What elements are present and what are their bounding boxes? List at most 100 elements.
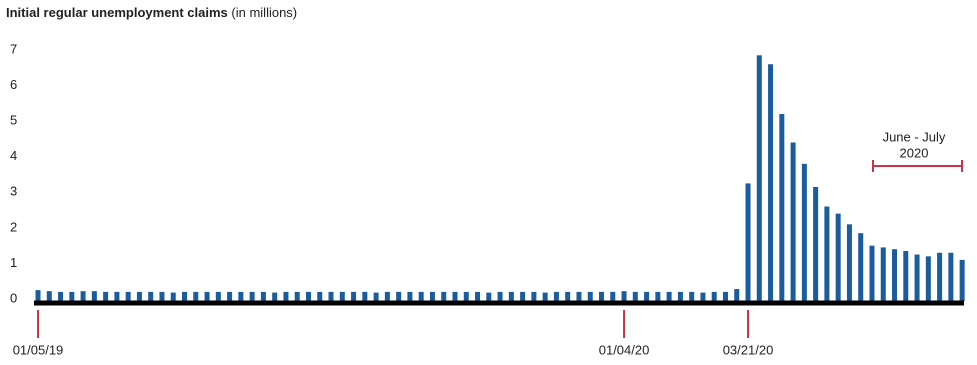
bar [103,291,109,301]
bar [948,252,954,301]
y-tick-label: 5 [10,113,17,128]
bar [452,291,458,301]
chart-title: Initial regular unemployment claims (in … [6,5,297,20]
bar [914,254,920,301]
bar [959,259,965,301]
bar [666,291,672,301]
bar [429,291,435,301]
bar [508,291,514,301]
bar [700,292,706,301]
annotation-text: June - July [883,129,946,144]
bar [339,291,345,301]
title: Initial regular unemployment claims [6,5,228,20]
bar [125,291,131,301]
bar [610,291,616,301]
bar [159,291,165,301]
bar [362,291,368,301]
bar [170,292,176,301]
bar [407,291,413,301]
bar [677,291,683,301]
bar [215,291,221,301]
bar [46,291,52,301]
bar [880,247,886,301]
bar [858,233,864,301]
bar [869,245,875,301]
bar [148,291,154,301]
bar [305,291,311,301]
bar [790,142,796,301]
bar [272,292,278,301]
y-tick-label: 3 [10,184,17,199]
bar [182,291,188,301]
bar [351,291,357,301]
title-unit: (in millions) [231,5,297,20]
bar [644,291,650,301]
bar [260,291,266,301]
bar [193,291,199,301]
bar [801,163,807,301]
bar [587,291,593,301]
bar [599,291,604,301]
bar [227,291,233,301]
bar [779,114,785,302]
bar [655,291,661,301]
bar [328,291,334,301]
bar [396,291,402,301]
bar [925,256,931,301]
bar [565,291,571,301]
bar [835,213,841,301]
bar [711,291,717,301]
bar [463,291,469,301]
bar [249,291,255,301]
y-tick-label: 4 [10,148,17,163]
bar [441,291,447,301]
y-tick-label: 7 [10,41,17,56]
bar [520,291,526,301]
bar [204,291,210,301]
bar [475,291,481,301]
bar [846,224,852,301]
bar [768,64,774,301]
bar [486,292,492,301]
y-tick-label: 6 [10,77,17,92]
bar [114,291,120,301]
bar [294,291,300,301]
bar [937,252,943,301]
bar [497,291,503,301]
bar [531,291,537,301]
x-tick-label: 03/21/20 [723,342,774,357]
bar [734,289,740,301]
bar [91,291,97,301]
annotation-text: 2020 [900,145,929,160]
bar [576,291,582,301]
bar [418,291,424,301]
bar [745,183,751,301]
bar [373,292,379,301]
bar [384,291,390,301]
bar [621,291,627,301]
bar [553,291,559,301]
bar [813,186,819,301]
bar [542,292,548,301]
bar [136,291,142,301]
bar [722,291,728,301]
bar [689,291,695,301]
bar [238,291,244,301]
y-tick-label: 1 [10,255,17,270]
x-tick-label: 01/05/19 [13,342,64,357]
bar [317,291,323,301]
bar [35,290,41,301]
y-tick-label: 2 [10,219,17,234]
bar [756,55,762,302]
bar [632,291,638,301]
bar [892,249,898,301]
bar [824,206,830,301]
bar [80,291,86,301]
bar [58,291,64,301]
x-tick-label: 01/04/20 [599,342,650,357]
y-tick-label: 0 [10,290,17,305]
bar [903,250,909,301]
bar [283,291,289,301]
bar [69,291,75,301]
